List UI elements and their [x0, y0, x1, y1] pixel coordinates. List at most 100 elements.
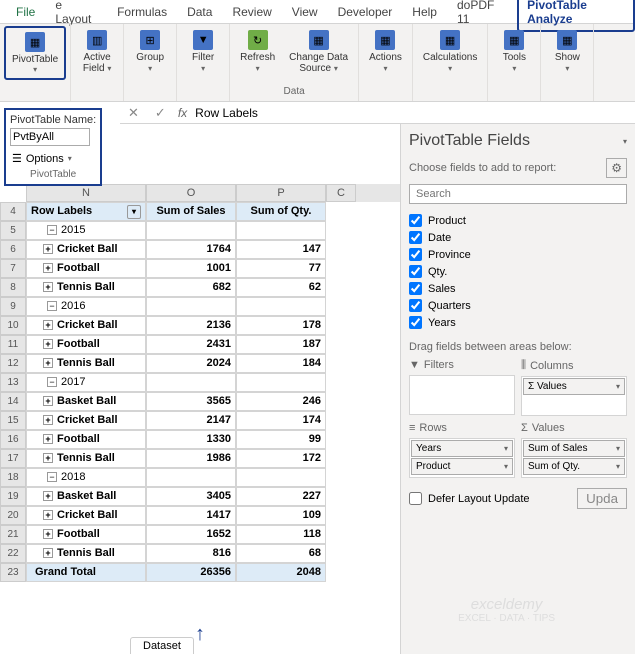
cell[interactable]	[146, 468, 236, 487]
expand-icon[interactable]: +	[43, 339, 53, 349]
chevron-down-icon[interactable]: ▾	[504, 444, 508, 453]
item-cell[interactable]: +Tennis Ball	[26, 354, 146, 373]
cell[interactable]	[236, 373, 326, 392]
sales-cell[interactable]: 2024	[146, 354, 236, 373]
expand-icon[interactable]: +	[43, 491, 53, 501]
cell[interactable]	[236, 297, 326, 316]
row-labels-header[interactable]: Row Labels▾	[26, 202, 146, 221]
item-cell[interactable]: +Cricket Ball	[26, 411, 146, 430]
sales-cell[interactable]: 1652	[146, 525, 236, 544]
year-cell[interactable]: −2016	[26, 297, 146, 316]
chevron-down-icon[interactable]: ▾	[504, 462, 508, 471]
sales-cell[interactable]: 2431	[146, 335, 236, 354]
row-header[interactable]: 6	[0, 240, 26, 259]
row-header[interactable]: 4	[0, 202, 26, 221]
qty-cell[interactable]: 246	[236, 392, 326, 411]
area-item[interactable]: Years▾	[411, 440, 513, 457]
cell[interactable]	[236, 221, 326, 240]
filter-button[interactable]: ▼ Filter▾	[181, 26, 225, 78]
qty-cell[interactable]: 77	[236, 259, 326, 278]
item-cell[interactable]: +Cricket Ball	[26, 316, 146, 335]
field-checkbox[interactable]	[409, 282, 422, 295]
field-checkbox[interactable]	[409, 214, 422, 227]
sales-cell[interactable]: 1764	[146, 240, 236, 259]
row-header[interactable]: 5	[0, 221, 26, 240]
sales-cell[interactable]: 3405	[146, 487, 236, 506]
item-cell[interactable]: +Tennis Ball	[26, 544, 146, 563]
sales-cell[interactable]: 1417	[146, 506, 236, 525]
sales-cell[interactable]: 682	[146, 278, 236, 297]
filters-dropzone[interactable]	[409, 375, 515, 415]
collapse-icon[interactable]: −	[47, 472, 57, 482]
row-header[interactable]: 17	[0, 449, 26, 468]
field-item[interactable]: Years	[409, 314, 627, 331]
cell[interactable]	[146, 373, 236, 392]
col-header-c[interactable]: C	[326, 184, 356, 202]
row-header[interactable]: 13	[0, 373, 26, 392]
field-item[interactable]: Qty.	[409, 263, 627, 280]
year-cell[interactable]: −2015	[26, 221, 146, 240]
sales-cell[interactable]: 3565	[146, 392, 236, 411]
tab-data[interactable]: Data	[179, 1, 220, 23]
refresh-button[interactable]: ↻ Refresh▾	[234, 26, 281, 78]
qty-cell[interactable]: 147	[236, 240, 326, 259]
field-item[interactable]: Sales	[409, 280, 627, 297]
sales-cell[interactable]: 2147	[146, 411, 236, 430]
field-checkbox[interactable]	[409, 316, 422, 329]
col-header-n[interactable]: N	[26, 184, 146, 202]
expand-icon[interactable]: +	[43, 548, 53, 558]
chevron-down-icon[interactable]: ▾	[616, 382, 620, 391]
tab-developer[interactable]: Developer	[330, 1, 401, 23]
total-qty-cell[interactable]: 2048	[236, 563, 326, 582]
chevron-down-icon[interactable]: ▾	[616, 462, 620, 471]
active-field-button[interactable]: ▥ ActiveField ▾	[75, 26, 119, 78]
expand-icon[interactable]: +	[43, 244, 53, 254]
tab-view[interactable]: View	[284, 1, 326, 23]
show-button[interactable]: ▦ Show▾	[545, 26, 589, 78]
defer-checkbox[interactable]	[409, 492, 422, 505]
collapse-icon[interactable]: −	[47, 377, 57, 387]
tab-file[interactable]: File	[8, 1, 43, 23]
row-header[interactable]: 16	[0, 430, 26, 449]
qty-cell[interactable]: 118	[236, 525, 326, 544]
item-cell[interactable]: +Football	[26, 430, 146, 449]
item-cell[interactable]: +Football	[26, 335, 146, 354]
field-item[interactable]: Date	[409, 229, 627, 246]
item-cell[interactable]: +Football	[26, 259, 146, 278]
expand-icon[interactable]: +	[43, 358, 53, 368]
row-header[interactable]: 7	[0, 259, 26, 278]
expand-icon[interactable]: +	[43, 434, 53, 444]
field-checkbox[interactable]	[409, 248, 422, 261]
fx-label[interactable]: fx	[178, 106, 187, 120]
field-checkbox[interactable]	[409, 231, 422, 244]
calculations-button[interactable]: ▦ Calculations▾	[417, 26, 483, 78]
collapse-icon[interactable]: −	[47, 225, 57, 235]
col-header-p[interactable]: P	[236, 184, 326, 202]
values-dropzone[interactable]: Sum of Sales▾Sum of Qty.▾	[521, 438, 627, 478]
item-cell[interactable]: +Basket Ball	[26, 487, 146, 506]
field-item[interactable]: Product	[409, 212, 627, 229]
sales-cell[interactable]: 1986	[146, 449, 236, 468]
qty-cell[interactable]: 109	[236, 506, 326, 525]
qty-cell[interactable]: 68	[236, 544, 326, 563]
qty-cell[interactable]: 184	[236, 354, 326, 373]
cell[interactable]	[146, 297, 236, 316]
cell[interactable]	[146, 221, 236, 240]
fields-search-input[interactable]	[409, 184, 627, 204]
tab-formulas[interactable]: Formulas	[109, 1, 175, 23]
area-item[interactable]: Sum of Sales▾	[523, 440, 625, 457]
item-cell[interactable]: +Cricket Ball	[26, 240, 146, 259]
change-data-button[interactable]: ▦ Change DataSource ▾	[283, 26, 354, 78]
col-header-o[interactable]: O	[146, 184, 236, 202]
expand-icon[interactable]: +	[43, 282, 53, 292]
expand-icon[interactable]: +	[43, 396, 53, 406]
row-header[interactable]: 15	[0, 411, 26, 430]
expand-icon[interactable]: +	[43, 263, 53, 273]
gear-icon[interactable]: ⚙	[606, 158, 627, 178]
rows-dropzone[interactable]: Years▾Product▾	[409, 438, 515, 478]
area-item[interactable]: Sum of Qty.▾	[523, 458, 625, 475]
row-header[interactable]: 14	[0, 392, 26, 411]
row-header[interactable]: 18	[0, 468, 26, 487]
chevron-down-icon[interactable]: ▾	[616, 444, 620, 453]
columns-dropzone[interactable]: Σ Values▾	[521, 376, 627, 416]
